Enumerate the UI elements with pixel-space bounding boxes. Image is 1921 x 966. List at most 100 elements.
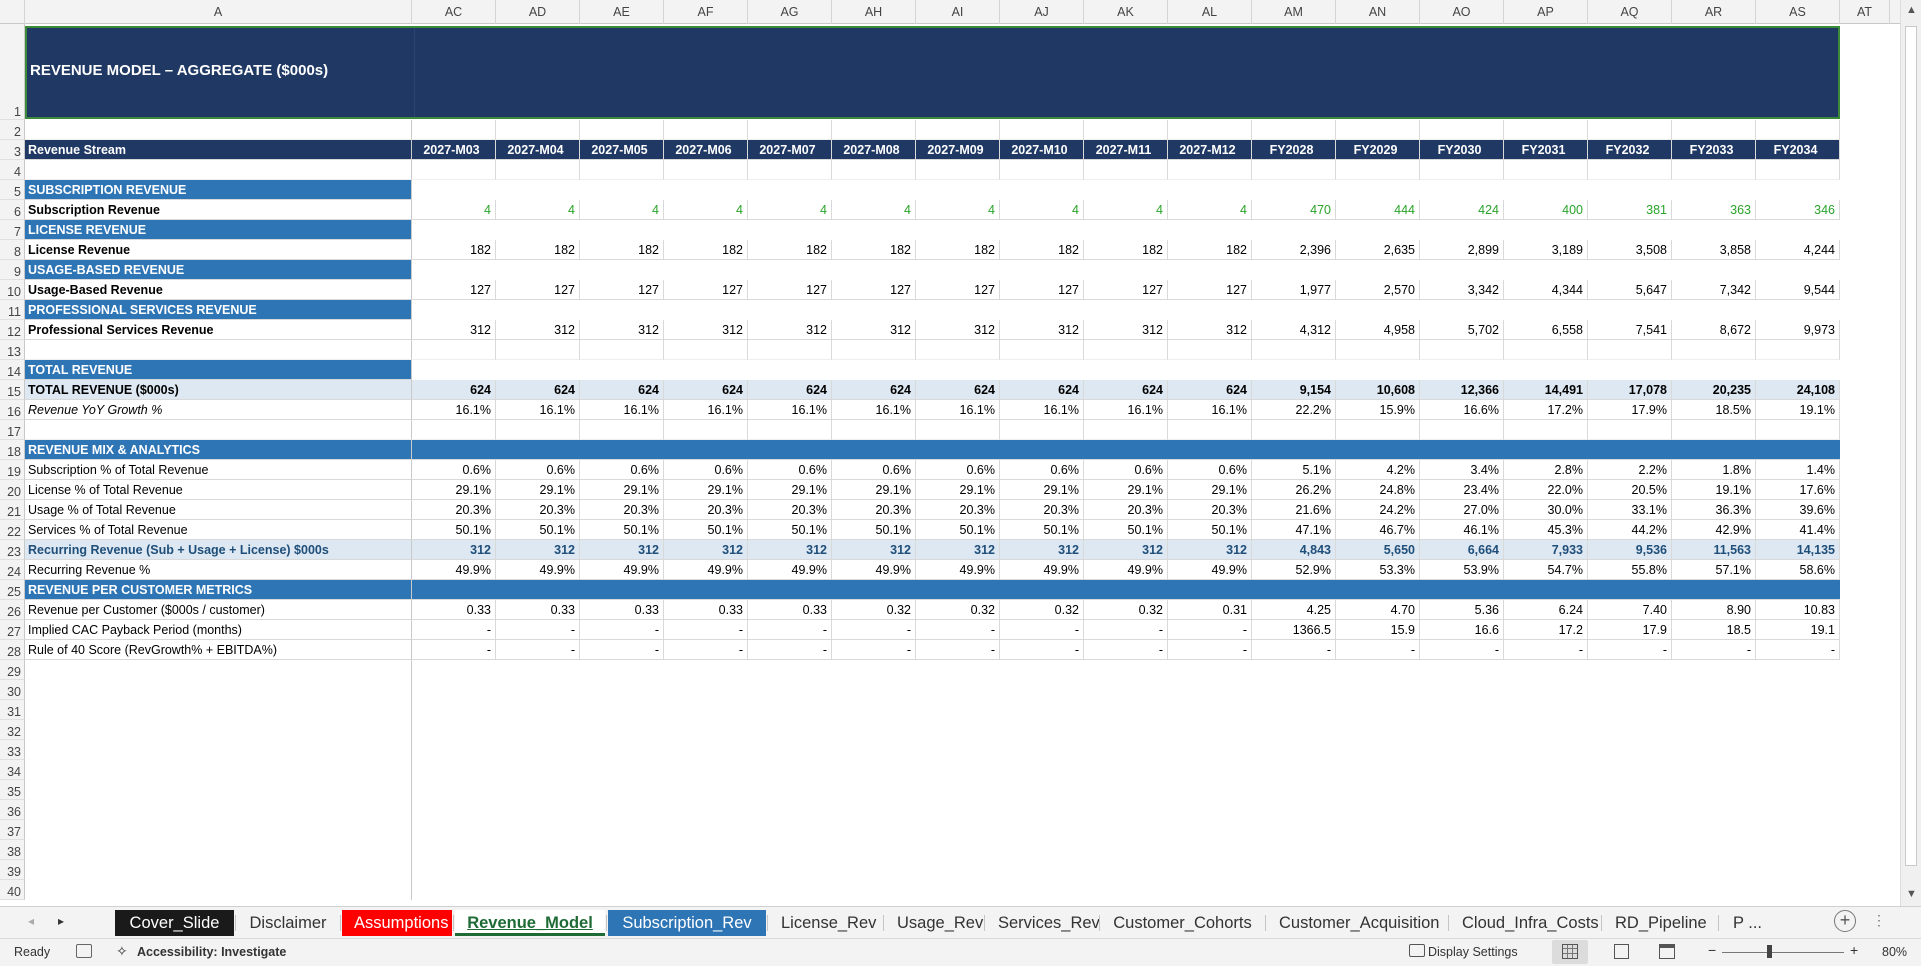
value-cell[interactable] xyxy=(580,420,664,440)
value-cell[interactable]: 624 xyxy=(1000,380,1084,400)
empty-cell[interactable] xyxy=(25,800,412,820)
scroll-down-icon[interactable]: ▼ xyxy=(1906,888,1917,900)
value-cell[interactable]: 58.6% xyxy=(1756,560,1840,580)
value-cell[interactable]: 312 xyxy=(580,320,664,340)
value-cell[interactable]: 15.9 xyxy=(1336,620,1420,640)
value-cell[interactable]: 20.3% xyxy=(1084,500,1168,520)
value-cell[interactable] xyxy=(1756,420,1840,440)
value-cell[interactable]: 30.0% xyxy=(1504,500,1588,520)
value-cell[interactable]: 0.6% xyxy=(412,460,496,480)
row-header[interactable]: 39 xyxy=(0,860,25,880)
value-cell[interactable]: 16.1% xyxy=(832,400,916,420)
value-cell[interactable] xyxy=(1588,340,1672,360)
value-cell[interactable]: 4 xyxy=(412,200,496,220)
row-label[interactable] xyxy=(25,420,412,440)
value-cell[interactable]: 312 xyxy=(1168,540,1252,560)
value-cell[interactable]: FY2034 xyxy=(1756,140,1840,160)
value-cell[interactable] xyxy=(1084,160,1168,180)
row-header[interactable]: 19 xyxy=(0,460,25,480)
value-cell[interactable] xyxy=(832,160,916,180)
column-header[interactable]: AG xyxy=(748,0,832,24)
value-cell[interactable]: 127 xyxy=(1000,280,1084,300)
value-cell[interactable]: - xyxy=(1420,640,1504,660)
value-cell[interactable]: 0.32 xyxy=(916,600,1000,620)
sheet-tab[interactable]: P ... xyxy=(1732,914,1763,932)
value-cell[interactable] xyxy=(1000,340,1084,360)
value-cell[interactable]: 50.1% xyxy=(1084,520,1168,540)
value-cell[interactable] xyxy=(1252,120,1336,140)
value-cell[interactable]: 18.5% xyxy=(1672,400,1756,420)
value-cell[interactable]: 0.33 xyxy=(580,600,664,620)
page-break-icon[interactable] xyxy=(1659,944,1675,959)
value-cell[interactable]: 624 xyxy=(832,380,916,400)
value-cell[interactable]: 182 xyxy=(748,240,832,260)
value-cell[interactable]: 312 xyxy=(412,320,496,340)
empty-cell[interactable] xyxy=(25,780,412,800)
value-cell[interactable]: 0.33 xyxy=(412,600,496,620)
value-cell[interactable]: 624 xyxy=(916,380,1000,400)
value-cell[interactable]: 49.9% xyxy=(1000,560,1084,580)
column-header[interactable]: AQ xyxy=(1588,0,1672,24)
value-cell[interactable]: 0.31 xyxy=(1168,600,1252,620)
value-cell[interactable]: 4 xyxy=(832,200,916,220)
value-cell[interactable] xyxy=(664,120,748,140)
value-cell[interactable] xyxy=(664,260,748,280)
row-header[interactable]: 37 xyxy=(0,820,25,840)
value-cell[interactable] xyxy=(916,440,1000,460)
value-cell[interactable] xyxy=(1168,580,1252,600)
value-cell[interactable] xyxy=(1504,220,1588,240)
value-cell[interactable] xyxy=(832,580,916,600)
value-cell[interactable]: 24,108 xyxy=(1756,380,1840,400)
value-cell[interactable]: 20.3% xyxy=(580,500,664,520)
value-cell[interactable]: 29.1% xyxy=(1000,480,1084,500)
value-cell[interactable] xyxy=(1252,360,1336,380)
value-cell[interactable] xyxy=(1252,300,1336,320)
value-cell[interactable] xyxy=(1756,220,1840,240)
zoom-slider[interactable] xyxy=(1722,952,1844,953)
value-cell[interactable] xyxy=(916,420,1000,440)
column-header[interactable]: AE xyxy=(580,0,664,24)
value-cell[interactable]: 4.25 xyxy=(1252,600,1336,620)
value-cell[interactable] xyxy=(580,160,664,180)
value-cell[interactable] xyxy=(1588,160,1672,180)
value-cell[interactable]: 4 xyxy=(496,200,580,220)
row-label[interactable]: Implied CAC Payback Period (months) xyxy=(25,620,412,640)
value-cell[interactable]: - xyxy=(664,640,748,660)
value-cell[interactable]: 50.1% xyxy=(1168,520,1252,540)
value-cell[interactable]: 4 xyxy=(748,200,832,220)
value-cell[interactable]: 0.32 xyxy=(832,600,916,620)
value-cell[interactable]: 22.2% xyxy=(1252,400,1336,420)
value-cell[interactable]: 9,154 xyxy=(1252,380,1336,400)
value-cell[interactable] xyxy=(496,420,580,440)
value-cell[interactable]: 14,135 xyxy=(1756,540,1840,560)
value-cell[interactable] xyxy=(664,220,748,240)
value-cell[interactable]: 19.1 xyxy=(1756,620,1840,640)
value-cell[interactable] xyxy=(916,360,1000,380)
value-cell[interactable]: 24.8% xyxy=(1336,480,1420,500)
value-cell[interactable]: 20.5% xyxy=(1588,480,1672,500)
value-cell[interactable]: 36.3% xyxy=(1672,500,1756,520)
value-cell[interactable]: 2027-M08 xyxy=(832,140,916,160)
value-cell[interactable]: 50.1% xyxy=(748,520,832,540)
value-cell[interactable]: 7,541 xyxy=(1588,320,1672,340)
value-cell[interactable]: 0.6% xyxy=(832,460,916,480)
row-header[interactable]: 33 xyxy=(0,740,25,760)
value-cell[interactable] xyxy=(1420,340,1504,360)
row-header[interactable]: 29 xyxy=(0,660,25,680)
value-cell[interactable] xyxy=(580,260,664,280)
value-cell[interactable]: 127 xyxy=(1168,280,1252,300)
row-header[interactable]: 5 xyxy=(0,180,25,200)
value-cell[interactable]: 19.1% xyxy=(1756,400,1840,420)
value-cell[interactable]: 182 xyxy=(412,240,496,260)
column-header[interactable]: AF xyxy=(664,0,748,24)
display-settings[interactable]: Display Settings xyxy=(1428,945,1518,959)
value-cell[interactable] xyxy=(1672,580,1756,600)
row-header[interactable]: 13 xyxy=(0,340,25,360)
row-header[interactable]: 16 xyxy=(0,400,25,420)
value-cell[interactable]: 3,858 xyxy=(1672,240,1756,260)
row-label[interactable]: PROFESSIONAL SERVICES REVENUE xyxy=(25,300,412,320)
value-cell[interactable] xyxy=(748,220,832,240)
sheet-tab[interactable]: Disclaimer xyxy=(249,914,327,932)
value-cell[interactable] xyxy=(1588,220,1672,240)
value-cell[interactable]: FY2031 xyxy=(1504,140,1588,160)
